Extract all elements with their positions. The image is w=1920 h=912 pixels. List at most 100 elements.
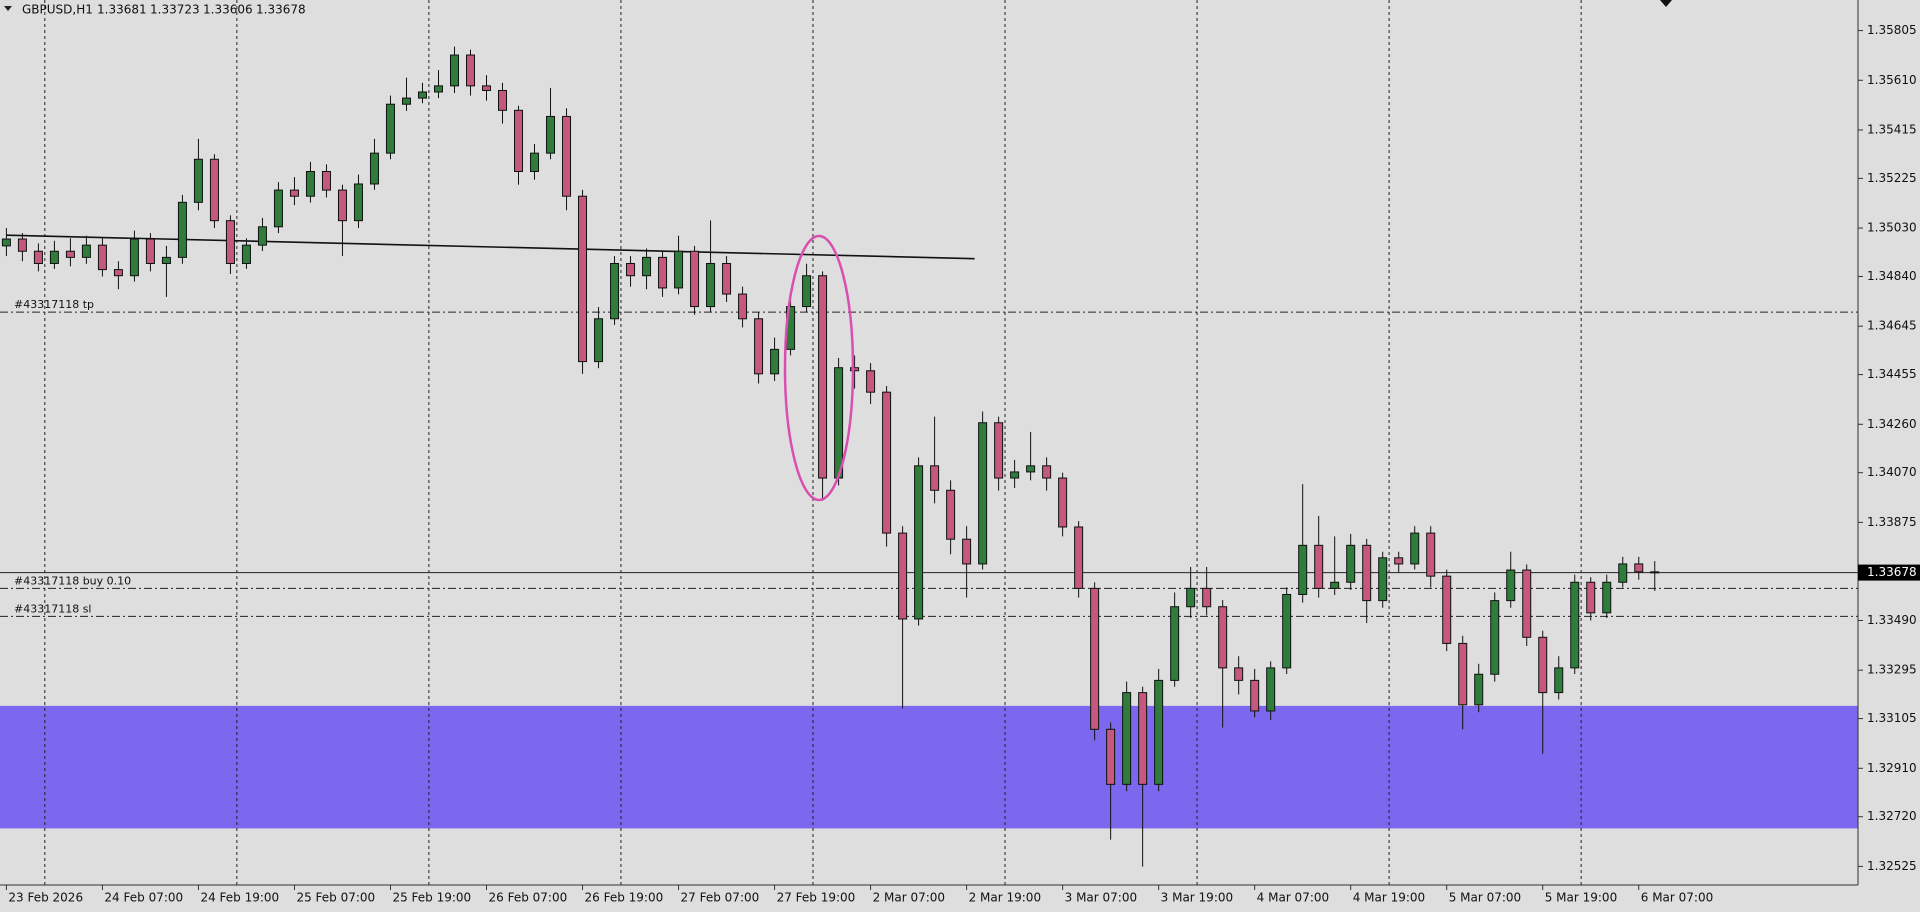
candle-body: [1602, 581, 1612, 614]
title-low: 1.33606: [203, 3, 253, 17]
candle-body: [401, 97, 411, 105]
candle-body: [1186, 587, 1196, 608]
candle-body: [1650, 571, 1660, 574]
candle-body: [1426, 532, 1436, 577]
candle-body: [353, 183, 363, 222]
y-tick-label: 1.34260: [1867, 417, 1917, 431]
y-tick-label: 1.35610: [1867, 73, 1917, 87]
candle-body: [1522, 569, 1532, 638]
candle-body: [1282, 594, 1292, 669]
candle-body: [193, 158, 203, 203]
candle-body: [1410, 532, 1420, 565]
title-high: 1.33723: [150, 3, 200, 17]
candle-body: [1298, 544, 1308, 596]
x-tick-label: 25 Feb 07:00: [296, 891, 375, 905]
x-tick-label: 24 Feb 19:00: [200, 891, 279, 905]
x-tick-label: 2 Mar 19:00: [969, 891, 1042, 905]
candle-body: [1538, 636, 1548, 694]
candle-body: [129, 238, 139, 277]
candle-body: [1490, 600, 1500, 675]
candle-body: [49, 250, 59, 264]
candle-body: [33, 250, 43, 264]
annotation-ellipse: [783, 234, 855, 502]
candle-body: [626, 262, 636, 277]
candle-body: [834, 367, 844, 479]
candle-body: [1362, 544, 1372, 602]
candle-body: [802, 275, 812, 308]
candle-body: [1474, 673, 1484, 706]
x-tick-label: 23 Feb 2026: [8, 891, 83, 905]
shift-marker[interactable]: [1660, 0, 1672, 7]
x-tick-label: 4 Mar 07:00: [1257, 891, 1330, 905]
candle-body: [417, 91, 427, 99]
candle-body: [1138, 692, 1148, 785]
trade-level-label: #43317118 tp: [14, 298, 94, 311]
candle-body: [1570, 581, 1580, 669]
candle-body: [898, 532, 908, 620]
candle-body: [562, 115, 572, 197]
x-tick-label: 6 Mar 07:00: [1641, 891, 1714, 905]
candle-body: [930, 465, 940, 491]
current-price-box: [1858, 564, 1920, 581]
support-zone: [0, 705, 1858, 829]
candle-body: [1266, 667, 1276, 712]
candle-body: [722, 262, 732, 295]
candle-body: [1074, 526, 1084, 589]
candle-body: [1122, 692, 1132, 785]
y-tick-label: 1.32525: [1867, 859, 1917, 873]
x-tick-label: 27 Feb 07:00: [681, 891, 760, 905]
candle-body: [914, 465, 924, 620]
candle-body: [1170, 606, 1180, 681]
candle-body: [1554, 667, 1564, 694]
x-tick-label: 26 Feb 19:00: [585, 891, 664, 905]
candle-body: [706, 262, 716, 308]
candle-body: [850, 367, 860, 372]
candle-body: [161, 256, 171, 264]
candle-body: [1586, 581, 1596, 614]
candle-body: [145, 238, 155, 264]
candle-body: [1218, 606, 1228, 669]
x-tick-label: 5 Mar 19:00: [1545, 891, 1618, 905]
candle-body: [674, 250, 684, 289]
candle-body: [946, 489, 956, 540]
candle-body: [1090, 587, 1100, 730]
candle-body: [337, 189, 347, 222]
y-tick-label: 1.35030: [1867, 221, 1917, 235]
candle-body: [113, 269, 123, 277]
candle-body: [1234, 667, 1244, 681]
candle-body: [273, 189, 283, 228]
candle-body: [209, 158, 219, 222]
candle-body: [1506, 569, 1516, 602]
y-tick-label: 1.35805: [1867, 23, 1917, 37]
candle-body: [994, 422, 1004, 479]
candle-body: [658, 256, 668, 289]
candle-body: [882, 391, 892, 534]
trendline: [6, 234, 975, 260]
candle-body: [449, 54, 459, 87]
zone-layer: [0, 705, 1858, 829]
candle-body: [866, 370, 876, 393]
candle-body: [642, 256, 652, 277]
candle-body: [257, 226, 267, 246]
y-tick-label: 1.32720: [1867, 809, 1917, 823]
y-tick-label: 1.35225: [1867, 171, 1917, 185]
candle-body: [530, 152, 540, 172]
candle-body: [1026, 465, 1036, 473]
trade-level-label: #43317118 buy 0.10: [14, 574, 131, 587]
current-price-label: 1.33678: [1867, 565, 1917, 579]
candle-body: [1618, 563, 1628, 583]
x-tick-label: 25 Feb 19:00: [392, 891, 471, 905]
candle-body: [1202, 587, 1212, 608]
candle-body: [65, 250, 75, 258]
candle-body: [594, 318, 604, 363]
candle-body: [498, 89, 508, 111]
x-tick-label: 26 Feb 07:00: [489, 891, 568, 905]
axes-layer: 23 Feb 2026 24 Feb 07:00 24 Feb 19:00 25 Fe…: [5, 23, 1920, 905]
candle-body: [97, 244, 107, 271]
candle-body: [1250, 679, 1260, 712]
x-tick-label: 27 Feb 19:00: [777, 891, 856, 905]
candle-body: [738, 293, 748, 320]
menu-triangle[interactable]: [4, 6, 12, 11]
candles-layer: [1, 46, 1660, 867]
